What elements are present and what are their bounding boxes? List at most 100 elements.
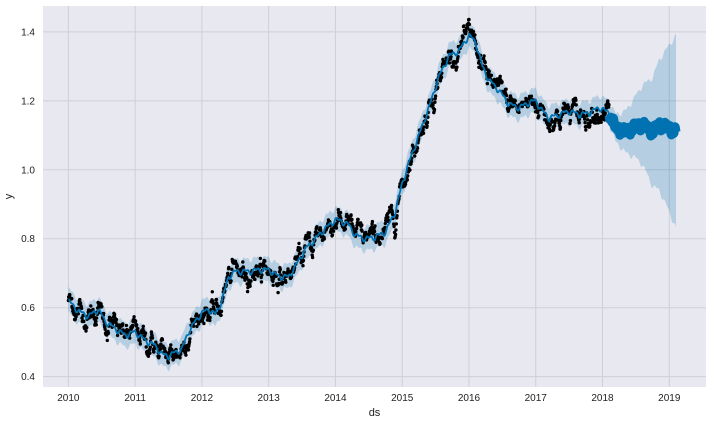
observed-point [331,229,336,233]
observed-point [330,233,335,237]
observed-point [235,264,239,268]
uncertainty-band [68,21,676,372]
observed-point [583,120,587,125]
forecast-line [68,33,677,361]
observed-point [489,73,494,78]
observed-point [449,55,453,59]
y-tick-label: 0.6 [21,303,35,314]
observed-point [141,324,145,328]
grid-lines [43,6,706,387]
observed-point [585,118,590,122]
observed-point [568,118,573,123]
observed-point [577,121,581,125]
observed-point [422,125,426,129]
observed-point [78,297,82,302]
observed-point [146,354,151,358]
observed-point [356,217,360,222]
observed-point [208,315,212,320]
observed-point [138,339,142,343]
observed-point [338,210,343,215]
observed-point [350,222,354,226]
observed-point [415,146,420,150]
observed-point [112,312,117,317]
observed-point [607,103,611,107]
x-tick-label: 2018 [591,393,614,404]
x-tick-label: 2013 [258,393,281,404]
observed-point [555,109,560,114]
observed-point [135,323,139,327]
observed-point [322,237,326,241]
observed-point [386,215,390,219]
observed-point [517,110,521,115]
observed-point [473,33,477,37]
observed-point [157,354,161,358]
observed-point [349,213,353,217]
observed-point [390,210,394,214]
x-tick-label: 2015 [391,393,414,404]
observed-point [563,103,567,108]
observed-point [181,349,185,353]
y-axis-label: y [3,193,15,199]
observed-point [301,264,305,268]
observed-point [106,331,111,335]
observed-point [94,316,99,320]
observed-point [536,110,540,115]
observed-point [409,162,413,166]
observed-point [74,314,78,319]
y-tick-label: 1.2 [21,96,35,107]
observed-point [160,338,165,342]
observed-point [395,214,399,218]
observed-point [568,121,572,126]
observed-point [447,61,452,65]
observed-point [413,154,417,158]
observed-point [593,118,597,122]
observed-point [471,29,476,34]
y-tick-label: 0.8 [21,234,35,245]
x-tick-label: 2019 [658,393,681,404]
observed-point [85,326,89,330]
observed-point [258,256,263,261]
observed-point [284,280,288,284]
observed-point [89,304,93,308]
axis-ticks: 2010 2011 2012 2013 2014 2015 2016 2017 2018 2019… [21,27,681,404]
observed-point [170,348,174,352]
observed-point [132,315,136,319]
observed-point [263,259,267,263]
observed-point [210,290,214,294]
observed-point [259,280,264,284]
observed-point [394,222,398,226]
observed-point [191,324,196,328]
observed-point [245,276,249,280]
observed-point [172,356,176,361]
observed-point [599,120,603,125]
observed-point [310,255,315,260]
observed-point [260,273,264,277]
forecast-future-line [604,112,681,141]
observed-point [513,99,517,103]
observed-point [557,121,561,125]
observed-point [245,289,250,294]
observed-point [241,260,245,264]
observed-point [550,119,555,124]
observed-point [208,318,212,323]
observed-point [158,347,163,351]
x-tick-label: 2014 [324,393,347,404]
y-tick-label: 1.4 [21,27,35,38]
observed-point [584,128,588,132]
observed-point [467,17,471,22]
observed-point [394,228,398,232]
observed-point [462,24,466,28]
observed-point [94,319,98,324]
observed-point [461,35,465,39]
observed-point [491,85,495,89]
observed-point [408,168,412,172]
observed-point [297,241,301,246]
observed-point [101,311,106,316]
observed-point [588,123,592,128]
observed-point [464,29,468,33]
observed-point [259,262,263,267]
observed-point [99,302,103,306]
observed-point [439,75,444,80]
observed-point [354,226,359,231]
observed-point [595,112,599,117]
